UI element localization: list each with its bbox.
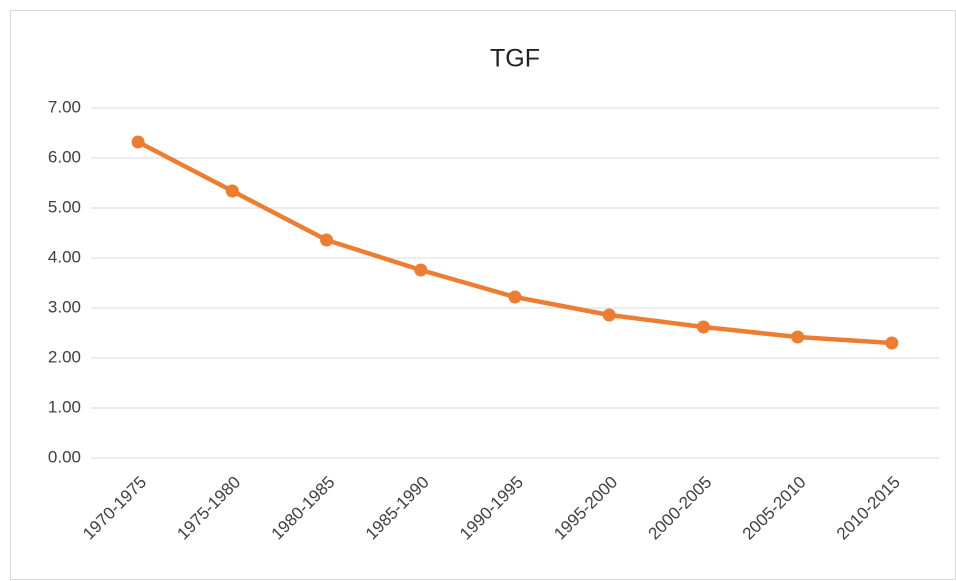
data-point xyxy=(508,290,522,304)
data-point xyxy=(131,135,145,149)
y-tick-label: 2.00 xyxy=(48,347,81,366)
data-point xyxy=(225,184,239,198)
data-point xyxy=(320,233,334,247)
data-point xyxy=(414,263,428,277)
data-point xyxy=(885,336,899,350)
y-tick-label: 7.00 xyxy=(48,97,81,116)
y-tick-label: 6.00 xyxy=(48,147,81,166)
y-tick-label: 0.00 xyxy=(48,447,81,466)
data-point xyxy=(791,330,805,344)
chart-title: TGF xyxy=(490,45,540,73)
y-tick-label: 3.00 xyxy=(48,297,81,316)
y-tick-label: 5.00 xyxy=(48,197,81,216)
data-point xyxy=(696,320,710,334)
data-point xyxy=(602,308,616,322)
y-tick-label: 4.00 xyxy=(48,247,81,266)
chart-frame xyxy=(10,10,956,580)
y-tick-label: 1.00 xyxy=(48,397,81,416)
